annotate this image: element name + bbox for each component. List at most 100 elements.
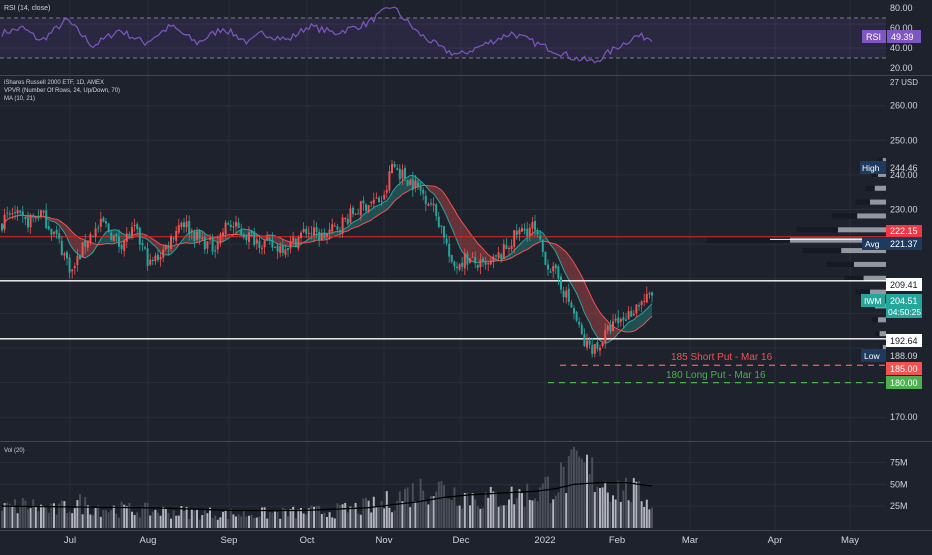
candle-body xyxy=(495,255,497,256)
volume-bar xyxy=(534,499,536,528)
candle-body xyxy=(430,203,432,204)
candle-body xyxy=(612,321,614,331)
volume-bar xyxy=(464,493,466,528)
time-axis-label: May xyxy=(841,535,859,546)
candle-body xyxy=(225,222,227,234)
candle-body xyxy=(180,223,182,227)
candle-body xyxy=(362,201,364,204)
candle-body xyxy=(492,256,494,261)
candle-body xyxy=(596,342,598,349)
candle-body xyxy=(485,261,487,265)
candle-body xyxy=(50,229,52,235)
candle-body xyxy=(570,303,572,308)
volume-bar xyxy=(243,510,245,528)
volume-bar xyxy=(76,500,78,528)
candle-body xyxy=(235,222,237,226)
candle-body xyxy=(537,232,539,234)
candle-body xyxy=(274,247,276,248)
short-put-value: 185.00 xyxy=(890,364,918,374)
volume-bar xyxy=(477,506,479,528)
candle-body xyxy=(464,253,466,268)
volume-bar xyxy=(321,514,323,528)
candle-body xyxy=(284,250,286,255)
candle-body xyxy=(589,340,591,344)
candle-body xyxy=(76,256,78,265)
candle-body xyxy=(370,202,372,203)
volume-bar xyxy=(576,451,578,528)
vpvr-row-up xyxy=(880,331,886,336)
vpvr-row-up xyxy=(838,227,886,232)
candle-body xyxy=(607,326,609,330)
candle-body xyxy=(526,229,528,236)
volume-bar xyxy=(394,510,396,528)
volume-bar xyxy=(370,512,372,528)
ma-ribbon-segment xyxy=(595,304,598,337)
vpvr-row-up xyxy=(875,186,886,191)
candle-body xyxy=(253,231,255,245)
candle-body xyxy=(609,325,611,332)
volume-bar xyxy=(459,506,461,528)
candle-body xyxy=(435,204,437,215)
candle-body xyxy=(245,236,247,240)
volume-bar xyxy=(620,502,622,528)
volume-bar xyxy=(147,503,149,528)
candle-body xyxy=(560,277,562,290)
candle-body xyxy=(511,246,513,249)
candle-body xyxy=(271,240,273,248)
candle-body xyxy=(105,221,107,223)
volume-bar xyxy=(396,501,398,528)
candle-body xyxy=(391,164,393,173)
candle-body xyxy=(66,252,68,258)
volume-bar xyxy=(643,507,645,528)
candle-body xyxy=(308,233,310,234)
volume-bar xyxy=(368,501,370,528)
candle-body xyxy=(131,227,133,236)
candle-body xyxy=(550,271,552,272)
candle-body xyxy=(625,319,627,321)
volume-bar xyxy=(466,493,468,528)
volume-bar xyxy=(139,518,141,528)
volume-bar xyxy=(524,507,526,528)
candle-body xyxy=(295,238,297,246)
volume-bar xyxy=(612,495,614,528)
volume-bar xyxy=(14,499,16,528)
candle-body xyxy=(456,267,458,268)
candle-body xyxy=(269,238,271,239)
candle-body xyxy=(191,230,193,232)
volume-bar xyxy=(568,456,570,528)
volume-bar xyxy=(110,510,112,528)
high-value: 244.46 xyxy=(890,163,918,173)
candle-body xyxy=(602,343,604,346)
volume-bar xyxy=(295,518,297,528)
volume-bar xyxy=(235,517,237,528)
volume-bar xyxy=(188,519,190,528)
volume-bar xyxy=(27,509,29,528)
volume-bar xyxy=(74,508,76,528)
volume-bar xyxy=(186,507,188,528)
volume-bar xyxy=(56,515,58,528)
volume-bar xyxy=(599,488,601,528)
volume-bar xyxy=(586,455,588,528)
volume-bar xyxy=(604,482,606,528)
price-tick-label: 250.00 xyxy=(890,135,918,145)
candle-body xyxy=(542,240,544,252)
candle-body xyxy=(287,248,289,250)
volume-bar xyxy=(222,512,224,528)
candle-body xyxy=(196,231,198,240)
candle-body xyxy=(474,257,476,263)
candle-body xyxy=(58,233,60,239)
candle-body xyxy=(604,330,606,342)
volume-bar xyxy=(79,494,81,528)
candle-body xyxy=(162,250,164,258)
candle-body xyxy=(97,228,99,229)
candle-body xyxy=(453,262,455,267)
candle-body xyxy=(227,223,229,224)
volume-bar xyxy=(498,507,500,528)
candle-body xyxy=(342,218,344,234)
candle-body xyxy=(92,236,94,237)
candle-body xyxy=(316,227,318,232)
candle-body xyxy=(472,257,474,258)
volume-bar xyxy=(427,504,429,528)
candle-body xyxy=(100,219,102,227)
